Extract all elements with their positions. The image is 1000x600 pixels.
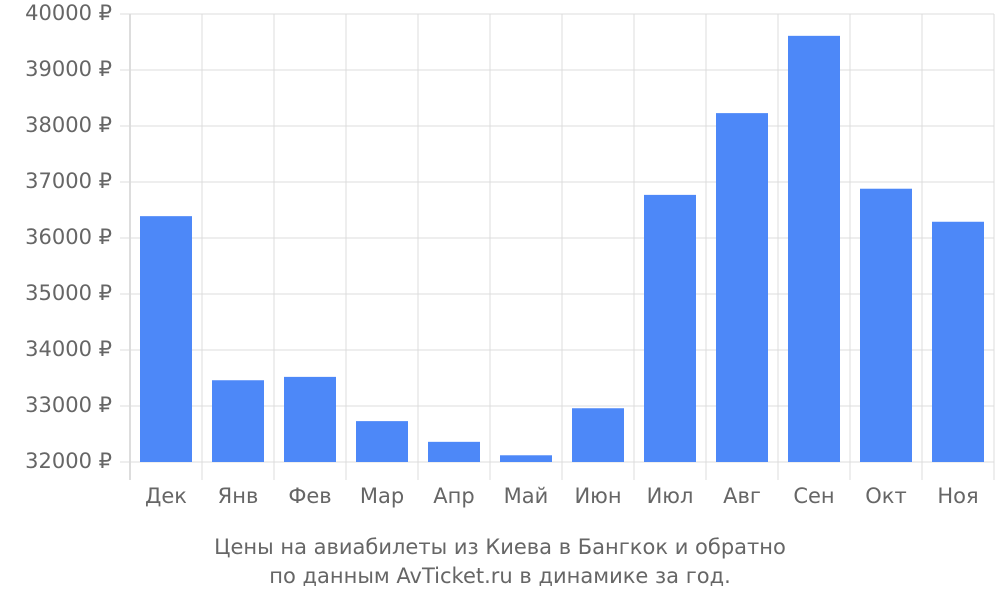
y-tick-label: 37000 ₽ xyxy=(25,169,112,193)
x-tick-label: Мар xyxy=(360,484,404,508)
x-tick-label: Май xyxy=(504,484,549,508)
y-tick-label: 36000 ₽ xyxy=(25,225,112,249)
bar xyxy=(716,113,768,463)
caption-line: Цены на авиабилеты из Киева в Бангкок и … xyxy=(214,535,786,559)
y-tick-label: 40000 ₽ xyxy=(25,1,112,25)
x-tick-label: Авг xyxy=(723,484,761,508)
x-tick-label: Ноя xyxy=(937,484,978,508)
bar xyxy=(860,188,912,462)
x-tick-label: Фев xyxy=(288,484,331,508)
x-tick-label: Июл xyxy=(647,484,694,508)
x-tick-label: Сен xyxy=(793,484,834,508)
bar xyxy=(500,455,552,462)
y-tick-label: 39000 ₽ xyxy=(25,57,112,81)
x-tick-label: Апр xyxy=(433,484,474,508)
y-tick-label: 34000 ₽ xyxy=(25,337,112,361)
y-tick-label: 38000 ₽ xyxy=(25,113,112,137)
x-tick-label: Окт xyxy=(865,484,906,508)
x-tick-label: Янв xyxy=(218,484,259,508)
bar xyxy=(788,35,840,463)
x-tick-label: Дек xyxy=(145,484,187,508)
x-tick-label: Июн xyxy=(574,484,621,508)
y-tick-label: 35000 ₽ xyxy=(25,281,112,305)
y-tick-label: 33000 ₽ xyxy=(25,393,112,417)
bar xyxy=(356,421,408,462)
y-tick-label: 32000 ₽ xyxy=(25,449,112,473)
bar xyxy=(212,380,264,462)
bar xyxy=(932,221,984,462)
bar xyxy=(644,194,696,462)
bar xyxy=(140,216,192,462)
bar xyxy=(572,408,624,462)
caption-line: по данным AvTicket.ru в динамике за год. xyxy=(269,564,731,588)
bar xyxy=(284,376,336,462)
bar xyxy=(428,441,480,462)
